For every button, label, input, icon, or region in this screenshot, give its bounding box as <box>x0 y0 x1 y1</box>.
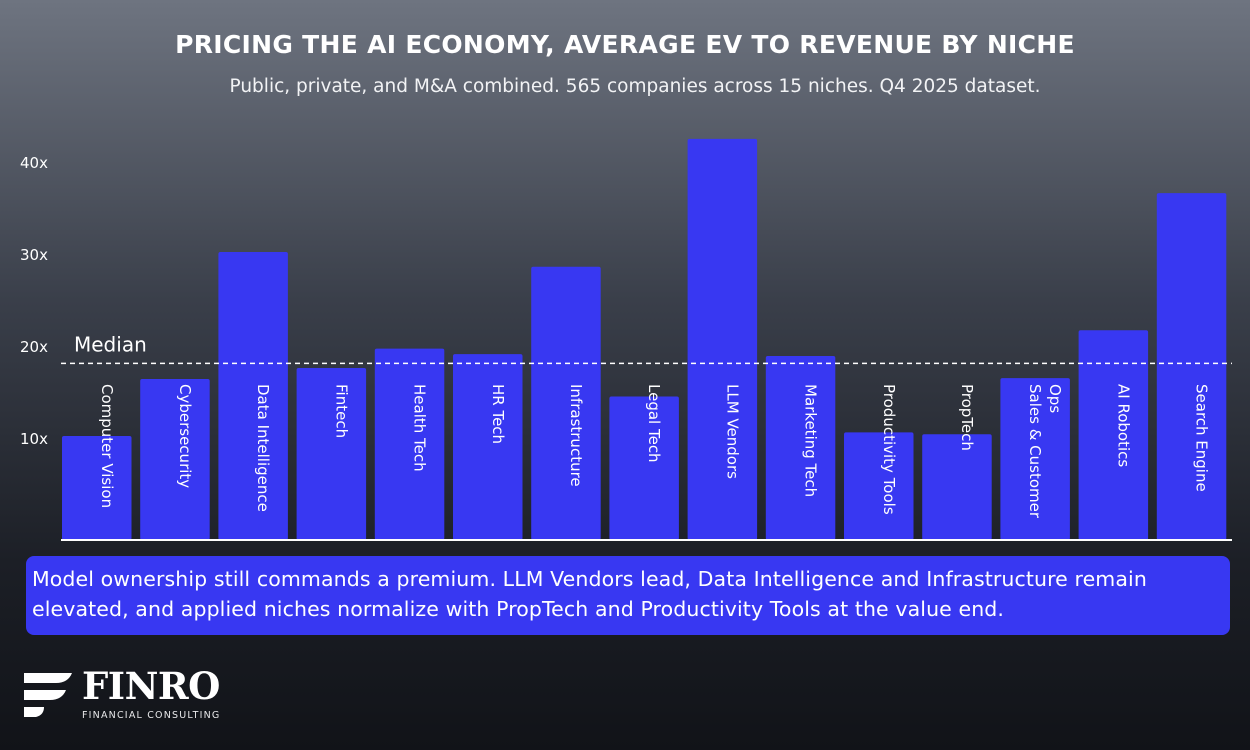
y-axis: 10x 20x 30x 40x <box>20 154 48 448</box>
category-label-line: Fintech <box>332 384 350 438</box>
bar <box>1156 193 1227 540</box>
category-label: Productivity Tools <box>880 384 898 515</box>
category-label: AI Robotics <box>1114 384 1132 467</box>
category-label-line: AI Robotics <box>1114 384 1132 467</box>
bar <box>218 252 288 541</box>
category-label: Marketing Tech <box>802 384 820 497</box>
bars: Computer Vision Cybersecurity Data Intelli… <box>62 138 1227 541</box>
chart-title: PRICING THE AI ECONOMY, AVERAGE EV TO RE… <box>175 30 1075 59</box>
category-label-line: Cybersecurity <box>176 384 194 488</box>
finro-logo-icon <box>24 673 72 717</box>
bar <box>62 436 132 540</box>
category-label: Health Tech <box>411 384 429 472</box>
bar <box>140 379 210 540</box>
category-label-line: LLM Vendors <box>723 384 741 479</box>
category-label-line: Computer Vision <box>98 384 116 508</box>
bar <box>374 348 445 540</box>
bar <box>844 432 914 540</box>
y-tick-label: 40x <box>20 154 48 172</box>
bar <box>609 396 679 540</box>
category-label-line: Infrastructure <box>567 384 585 487</box>
category-label: Search Engine <box>1193 384 1211 492</box>
chart-subtitle: Public, private, and M&A combined. 565 c… <box>229 76 1041 97</box>
y-tick-label: 30x <box>20 246 48 264</box>
category-label-line: HR Tech <box>489 384 507 444</box>
category-label-line: Productivity Tools <box>880 384 898 515</box>
category-label: Sales & Customer Ops <box>1026 384 1064 519</box>
category-label-line: Legal Tech <box>645 384 663 463</box>
bar <box>453 354 523 540</box>
insight-callout: Model ownership still commands a premium… <box>26 556 1230 635</box>
category-label: Computer Vision <box>98 384 116 508</box>
bar <box>531 266 601 540</box>
median-label: Median <box>74 332 147 356</box>
brand-name: FINRO <box>82 664 220 708</box>
category-label-line: Marketing Tech <box>802 384 820 497</box>
y-tick-label: 10x <box>20 430 48 448</box>
category-label-line: Ops <box>1046 384 1064 413</box>
bar <box>687 138 758 540</box>
category-label: PropTech <box>958 384 976 451</box>
bar <box>296 367 367 540</box>
category-label-line: Health Tech <box>411 384 429 472</box>
bar <box>1000 378 1070 540</box>
category-label-line: Search Engine <box>1193 384 1211 492</box>
brand-tagline: FINANCIAL CONSULTING <box>82 710 221 721</box>
category-label: Infrastructure <box>567 384 585 487</box>
category-label: HR Tech <box>489 384 507 444</box>
category-label-line: PropTech <box>958 384 976 451</box>
y-tick-label: 20x <box>20 338 48 356</box>
category-label: Fintech <box>332 384 350 438</box>
median-line-group: Median <box>61 332 1232 365</box>
category-label-line: Data Intelligence <box>254 384 272 512</box>
bar <box>1078 330 1149 540</box>
category-label: Legal Tech <box>645 384 663 463</box>
bar <box>765 356 836 540</box>
bar <box>922 434 992 540</box>
category-label-line: Sales & Customer <box>1026 384 1044 519</box>
category-label: LLM Vendors <box>723 384 741 479</box>
category-label: Cybersecurity <box>176 384 194 488</box>
category-label: Data Intelligence <box>254 384 272 512</box>
